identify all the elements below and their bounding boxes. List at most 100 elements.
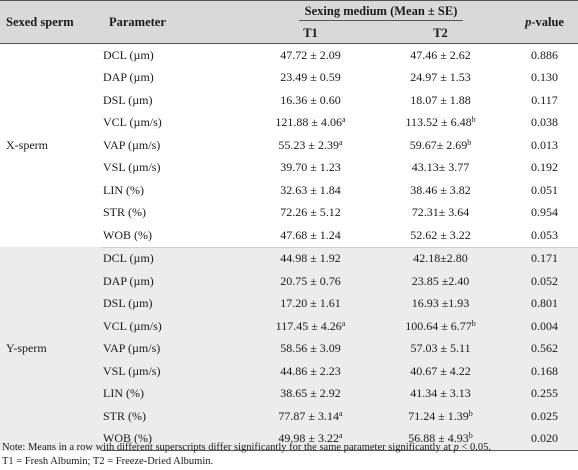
t2-value: 40.67 ± 4.22: [410, 363, 471, 378]
t1-cell: 16.36 ± 0.60: [251, 89, 370, 112]
header-sexing-medium-label: Sexing medium (Mean ± SE): [298, 4, 464, 21]
t1-cell: 58.56 ± 3.09: [251, 337, 370, 360]
parameter-cell: VCL (µm/s): [101, 315, 251, 338]
t2-cell: 38.46 ± 3.82: [370, 179, 512, 202]
t1-cell: 121.88 ± 4.06a: [251, 111, 370, 134]
t2-value: 100.64 ± 6.77: [405, 318, 472, 333]
t1-value: 121.88 ± 4.06: [275, 115, 343, 130]
t1-superscript: a: [339, 137, 343, 147]
table-row: Y-sperm DCL (µm) 44.98 ± 1.92 42.18±2.80 0.1…: [0, 247, 578, 451]
p-value-cell: 0.171: [511, 247, 578, 270]
header-p-value: p-value: [511, 0, 578, 44]
t1-cell: 32.63 ± 1.84: [251, 179, 370, 202]
t1-cell: 20.75 ± 0.76: [251, 270, 370, 293]
parameter-cell: VCL (µm/s): [101, 111, 251, 134]
t2-cell: 59.67± 2.69b: [370, 134, 512, 157]
t2-cell: 113.52 ± 6.48b: [370, 111, 512, 134]
group-x-sperm: X-sperm DCL (µm) 47.72 ± 2.09 47.46 ± 2.62 0…: [0, 43, 578, 248]
t2-cell: 47.46 ± 2.62: [370, 43, 512, 67]
header-sexing-medium: Sexing medium (Mean ± SE): [251, 0, 512, 23]
p-value-cell: 0.130: [511, 66, 578, 89]
t1-superscript: a: [339, 431, 343, 441]
t2-superscript: b: [467, 137, 472, 147]
t2-cell: 52.62 ± 3.22: [370, 224, 512, 248]
t2-value: 23.85 ±2.40: [411, 273, 470, 288]
t1-cell: 72.26 ± 5.12: [251, 201, 370, 224]
t2-cell: 57.03 ± 5.11: [370, 337, 512, 360]
parameter-cell: DCL (µm): [101, 43, 251, 67]
t2-value: 38.46 ± 3.82: [410, 182, 471, 197]
sexed-sperm-label: X-sperm: [0, 43, 101, 247]
p-value-cell: 0.801: [511, 292, 578, 315]
t2-cell: 41.34 ± 3.13: [370, 382, 512, 405]
parameter-cell: STR (%): [101, 201, 251, 224]
header-sexed-sperm: Sexed sperm: [0, 0, 101, 44]
t1-value: 16.36 ± 0.60: [280, 92, 341, 107]
table-row: DSL (µm) 16.36 ± 0.60 18.07 ± 1.88 0.117: [0, 89, 578, 112]
t2-value: 43.13± 3.77: [411, 160, 470, 175]
t1-value: 32.63 ± 1.84: [280, 182, 341, 197]
group-y-sperm: Y-sperm DCL (µm) 44.98 ± 1.92 42.18±2.80 0.1…: [0, 247, 578, 451]
p-value-cell: 0.038: [511, 111, 578, 134]
p-value-cell: 0.117: [511, 89, 578, 112]
parameter-cell: STR (%): [101, 405, 251, 428]
p-value-cell: 0.255: [511, 382, 578, 405]
t1-cell: 77.87 ± 3.14a: [251, 405, 370, 428]
table-row: X-sperm DCL (µm) 47.72 ± 2.09 47.46 ± 2.62 0…: [0, 43, 578, 247]
t1-value: 20.75 ± 0.76: [280, 273, 341, 288]
t2-superscript: b: [468, 431, 473, 441]
t1-cell: 47.68 ± 1.24: [251, 224, 370, 248]
p-value-cell: 0.004: [511, 315, 578, 338]
note-line-2: T1 = Fresh Albumin; T2 = Freeze-Dried Al…: [2, 456, 214, 467]
parameter-cell: DCL (µm): [101, 247, 251, 270]
t2-value: 71.24 ± 1.39: [408, 408, 469, 423]
note-line-1: Note: Means in a row with different supe…: [2, 441, 576, 455]
note-p-letter: p: [453, 442, 459, 453]
t2-cell: 72.31± 3.64: [370, 201, 512, 224]
t1-value: 77.87 ± 3.14: [278, 408, 340, 423]
t2-cell: 18.07 ± 1.88: [370, 89, 512, 112]
table-row: LIN (%) 38.65 ± 2.92 41.34 ± 3.13 0.255: [0, 382, 578, 405]
p-value-cell: 0.051: [511, 179, 578, 202]
t2-value: 59.67± 2.69: [409, 137, 468, 152]
table-note: Note: Means in a row with different supe…: [2, 441, 576, 469]
t2-cell: 40.67 ± 4.22: [370, 360, 512, 383]
p-value-cell: 0.052: [511, 270, 578, 293]
t1-cell: 47.72 ± 2.09: [251, 43, 370, 67]
p-value-cell: 0.562: [511, 337, 578, 360]
parameter-cell: DSL (µm): [101, 292, 251, 315]
t1-cell: 39.70 ± 1.23: [251, 156, 370, 179]
table-row: DSL (µm) 17.20 ± 1.61 16.93 ±1.93 0.801: [0, 292, 578, 315]
header-t2: T2: [370, 23, 512, 44]
table-row: LIN (%) 32.63 ± 1.84 38.46 ± 3.82 0.051: [0, 179, 578, 202]
parameter-cell: WOB (%): [101, 427, 251, 451]
note-line-1-a: Note: Means in a row with different supe…: [2, 442, 454, 453]
t2-value: 56.88 ± 4.93: [408, 431, 469, 446]
parameter-cell: VAP (µm/s): [101, 134, 251, 157]
t1-value: 39.70 ± 1.23: [280, 160, 341, 175]
header-parameter: Parameter: [101, 0, 251, 44]
t1-cell: 44.86 ± 2.23: [251, 360, 370, 383]
t2-superscript: b: [471, 115, 476, 125]
table-row: VCL (µm/s) 121.88 ± 4.06a 113.52 ± 6.48b 0.…: [0, 111, 578, 134]
t1-cell: 44.98 ± 1.92: [251, 247, 370, 270]
t1-cell: 49.98 ± 3.22a: [251, 427, 370, 451]
t1-superscript: a: [339, 408, 343, 418]
table-row: STR (%) 77.87 ± 3.14a 71.24 ± 1.39b 0.025: [0, 405, 578, 428]
t1-value: 23.49 ± 0.59: [280, 70, 341, 85]
table-row: DAP (µm) 23.49 ± 0.59 24.97 ± 1.53 0.130: [0, 66, 578, 89]
table-row: WOB (%) 49.98 ± 3.22a 56.88 ± 4.93b 0.020: [0, 427, 578, 451]
parameter-cell: WOB (%): [101, 224, 251, 248]
table-row: VSL (µm/s) 39.70 ± 1.23 43.13± 3.77 0.192: [0, 156, 578, 179]
parameter-cell: DAP (µm): [101, 66, 251, 89]
parameter-cell: LIN (%): [101, 382, 251, 405]
note-line-1-b: < 0.05.: [458, 442, 491, 453]
t2-cell: 42.18±2.80: [370, 247, 512, 270]
t1-cell: 117.45 ± 4.26a: [251, 315, 370, 338]
results-table: Sexed sperm Parameter Sexing medium (Mea…: [0, 0, 578, 451]
p-value-cell: 0.954: [511, 201, 578, 224]
parameter-cell: VSL (µm/s): [101, 156, 251, 179]
table-row: DAP (µm) 20.75 ± 0.76 23.85 ±2.40 0.052: [0, 270, 578, 293]
t2-value: 72.31± 3.64: [411, 205, 470, 220]
t1-value: 44.86 ± 2.23: [280, 363, 341, 378]
